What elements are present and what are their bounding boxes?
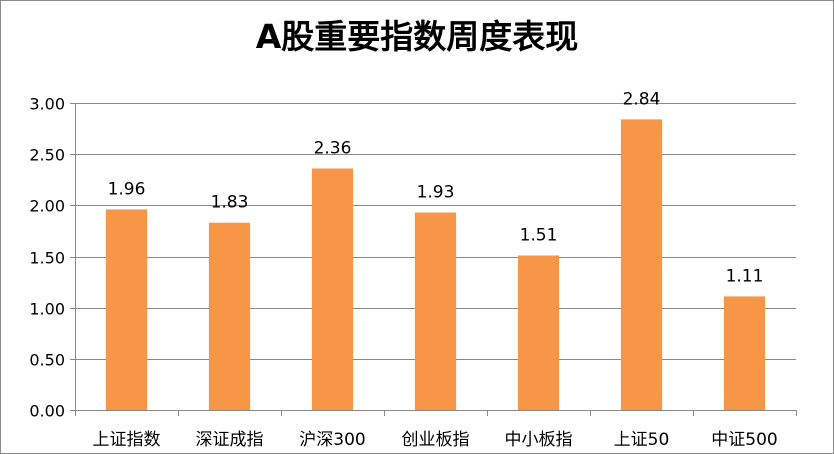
y-tick-label: 3.00 bbox=[29, 95, 65, 114]
chart-title: A股重要指数周度表现 bbox=[255, 17, 579, 56]
bar bbox=[311, 168, 354, 410]
data-label: 1.93 bbox=[417, 182, 455, 202]
data-label: 1.51 bbox=[520, 225, 558, 245]
data-label: 1.96 bbox=[108, 179, 146, 199]
data-label: 1.11 bbox=[726, 266, 764, 286]
bar bbox=[517, 255, 560, 410]
x-category-label: 上证50 bbox=[614, 430, 670, 450]
bar bbox=[414, 212, 457, 410]
x-category-label: 深证成指 bbox=[196, 430, 264, 450]
data-label: 1.83 bbox=[211, 193, 249, 213]
x-category-label: 中小板指 bbox=[505, 430, 573, 450]
x-category-label: 创业板指 bbox=[402, 430, 470, 450]
data-label: 2.84 bbox=[623, 89, 661, 109]
y-tick-label: 2.50 bbox=[29, 146, 65, 165]
x-category-label: 中证500 bbox=[711, 430, 777, 450]
y-tick-label: 2.00 bbox=[29, 197, 65, 216]
y-tick-label: 1.50 bbox=[29, 249, 65, 268]
y-tick-label: 0.00 bbox=[29, 402, 65, 421]
data-label: 2.36 bbox=[314, 138, 352, 158]
bar bbox=[723, 296, 766, 410]
x-category-label: 上证指数 bbox=[93, 430, 161, 450]
bar bbox=[620, 119, 663, 410]
bar bbox=[105, 209, 148, 410]
bar bbox=[208, 222, 251, 410]
y-tick-label: 1.00 bbox=[29, 300, 65, 319]
y-tick-label: 0.50 bbox=[29, 351, 65, 370]
x-category-label: 沪深300 bbox=[299, 430, 365, 450]
